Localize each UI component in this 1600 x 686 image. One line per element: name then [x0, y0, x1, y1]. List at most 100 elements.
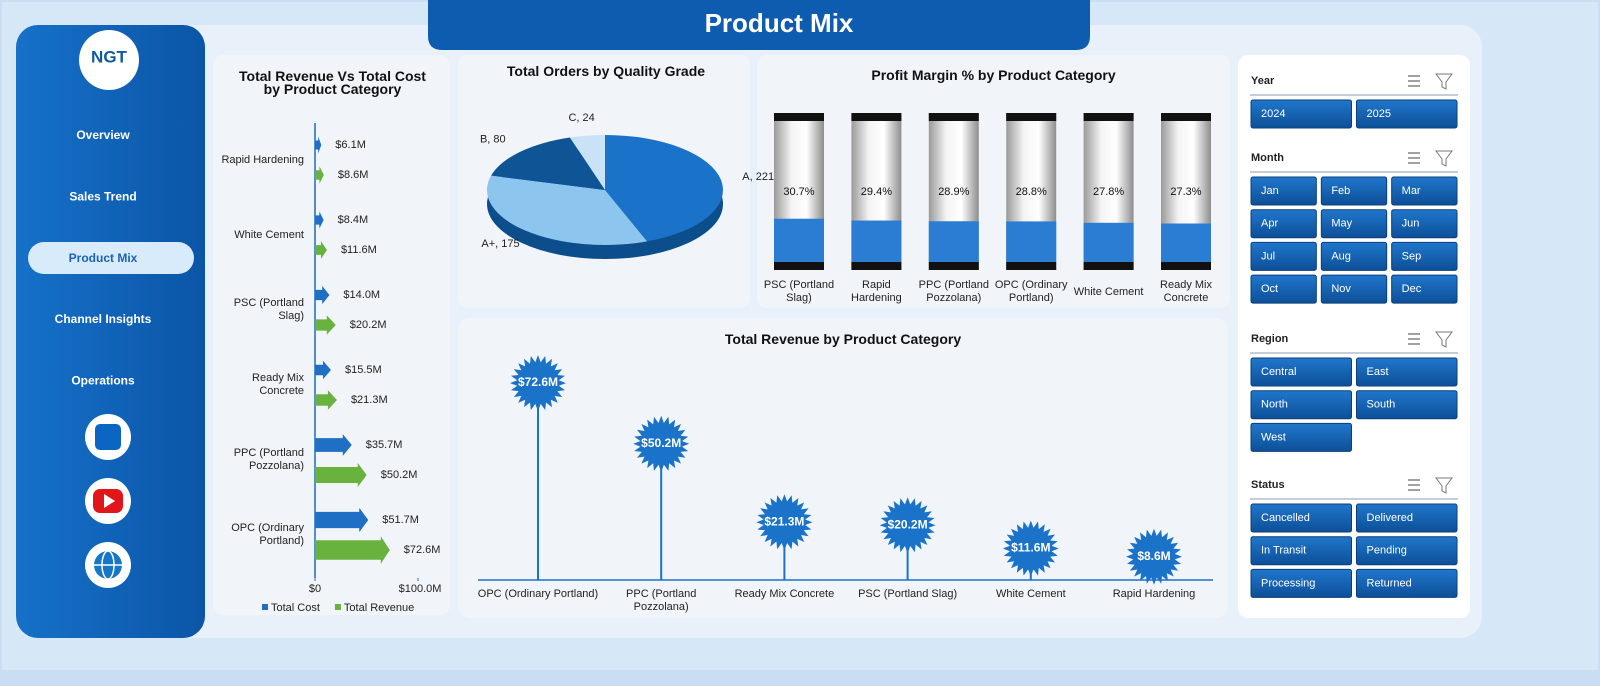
slicer-title: Month [1251, 152, 1284, 164]
slicer-button[interactable] [1356, 390, 1458, 420]
data-label: $11.6M [1011, 541, 1050, 555]
data-label: $51.7M [382, 514, 419, 526]
clear-filter-icon[interactable] [1435, 150, 1453, 167]
data-label: A+, 175 [481, 238, 519, 250]
category-label: PPC (Portland Pozzolana) [918, 279, 989, 304]
title-banner [428, 0, 1090, 50]
cylinder-cap [1006, 262, 1057, 270]
slicer-button[interactable] [1356, 503, 1458, 533]
cylinder-cap [1083, 262, 1134, 270]
nav-label: Product Mix [69, 251, 138, 265]
slicer-button[interactable] [1320, 241, 1388, 271]
slicer-button[interactable] [1250, 568, 1352, 598]
pie-slice [487, 175, 648, 245]
category-label: OPC (Ordinary Portland) [231, 522, 304, 547]
panel [757, 55, 1230, 308]
clear-filter-icon[interactable] [1435, 73, 1453, 90]
pie-slice [491, 137, 605, 190]
bar [315, 166, 324, 184]
bar [315, 390, 337, 410]
slicer-button[interactable] [1250, 422, 1352, 452]
data-label: $8.6M [338, 169, 369, 181]
slicer-button[interactable] [1391, 209, 1458, 239]
category-label: White Cement [1073, 285, 1144, 298]
slicer-button[interactable] [1320, 274, 1388, 304]
slicer-title: Region [1251, 333, 1289, 345]
slicer-button[interactable] [1250, 536, 1352, 566]
slicer-button[interactable] [1391, 176, 1458, 206]
chart-title: Total Orders by Quality Grade [506, 62, 706, 79]
slicer-button[interactable] [1320, 176, 1388, 206]
category-label: Ready Mix Concrete [1160, 279, 1212, 304]
bar [315, 211, 324, 229]
slicer-button-label: Apr [1261, 218, 1278, 230]
slicer-button[interactable] [1391, 274, 1458, 304]
slicer-button-label: South [1367, 399, 1396, 411]
slicer-button[interactable] [1356, 536, 1458, 566]
clear-filter-icon[interactable] [1435, 477, 1453, 494]
cylinder-cap [1161, 262, 1211, 270]
linkedin-glyph [95, 424, 121, 450]
data-label: $72.6M [518, 375, 558, 389]
data-label: $21.3M [764, 514, 804, 528]
data-label: A, 221 [742, 171, 774, 183]
slicer-button[interactable] [1250, 503, 1352, 533]
category-label: White Cement [234, 228, 304, 241]
bar [315, 285, 330, 305]
category-label: Rapid Hardening [851, 279, 902, 304]
slicer-title: Year [1251, 75, 1275, 87]
data-label: B, 80 [480, 134, 506, 146]
slicer-button[interactable] [1250, 357, 1352, 387]
category-label: Ready Mix Concrete [734, 588, 835, 600]
panel [213, 55, 450, 615]
bar [1161, 223, 1211, 262]
clear-filter-icon[interactable] [1435, 331, 1453, 348]
youtube-play [104, 494, 115, 508]
slicer-button[interactable] [1250, 274, 1317, 304]
cylinder-cap [1006, 113, 1057, 121]
slicer-button-label: Sep [1402, 250, 1422, 262]
slicer-button[interactable] [1250, 176, 1317, 206]
category-label: PSC (Portland Slag) [858, 588, 958, 600]
slicer-button[interactable] [1250, 390, 1352, 420]
category-label: Rapid Hardening [1112, 588, 1196, 600]
slicer-button-label: Jul [1261, 250, 1275, 262]
slicer-button-label: West [1261, 431, 1286, 443]
x-tick-label: $100.0M [399, 583, 442, 595]
slicer-button[interactable] [1250, 209, 1317, 239]
bar [928, 221, 979, 262]
slicer-button-label: Nov [1331, 283, 1351, 295]
slicer-button[interactable] [1356, 99, 1458, 129]
slicer-button[interactable] [1356, 568, 1458, 598]
starburst [510, 355, 566, 412]
legend-label: Total Cost [271, 602, 320, 614]
slicer-button[interactable] [1391, 241, 1458, 271]
chart-title: Profit Margin % by Product Category [871, 66, 1116, 83]
slicer-button[interactable] [1250, 241, 1317, 271]
data-label: 29.4% [861, 186, 892, 198]
data-label: $8.6M [1137, 549, 1170, 563]
logo-text: NGT [91, 47, 128, 66]
category-label: PSC (Portland Slag) [763, 279, 835, 304]
slicer-button-label: Jan [1261, 185, 1279, 197]
cylinder-cap [851, 262, 902, 270]
bar [1006, 221, 1057, 262]
bar [315, 462, 367, 488]
slicer-button[interactable] [1320, 209, 1388, 239]
category-label: PPC (Portland Pozzolana) [626, 588, 697, 613]
data-label: $50.2M [641, 436, 681, 450]
cylinder-cap [851, 113, 902, 121]
cylinder-cap [774, 113, 824, 121]
pie-slice [605, 135, 723, 242]
bar [774, 218, 824, 262]
pie-slice [569, 135, 605, 190]
data-label: $11.6M [341, 244, 377, 256]
legend-label: Total Revenue [344, 602, 414, 614]
slicer-button[interactable] [1356, 357, 1458, 387]
slicer-button-label: Cancelled [1261, 512, 1310, 524]
slicer-button[interactable] [1250, 99, 1352, 129]
category-label: OPC (Ordinary Portland) [477, 588, 599, 600]
slicer-button-label: Returned [1367, 577, 1412, 589]
